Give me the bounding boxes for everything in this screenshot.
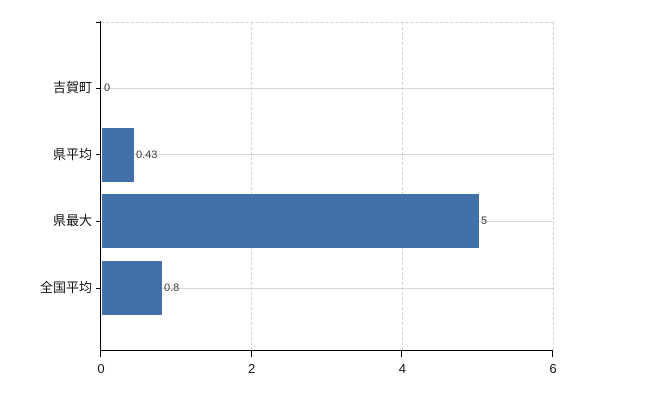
category-label: 県最大 (52, 213, 92, 228)
y-axis-line (100, 21, 101, 350)
bar-value-label: 0 (104, 82, 111, 94)
plot-border-top (101, 21, 553, 23)
y-tick (96, 87, 101, 89)
v-gridline (401, 22, 403, 350)
h-gridline (101, 87, 553, 89)
y-axis-end-tick (96, 21, 101, 23)
h-gridline (101, 154, 553, 156)
x-tick-label: 2 (248, 361, 256, 376)
x-tick (100, 351, 101, 357)
y-tick (96, 220, 101, 222)
x-tick (552, 351, 553, 357)
y-tick (96, 154, 101, 156)
bar-value-label: 5 (481, 215, 488, 227)
x-tick (250, 351, 252, 357)
x-tick-label: 4 (398, 361, 406, 376)
bar-value-label: 0.43 (136, 149, 158, 161)
y-tick (96, 287, 101, 289)
x-tick-label: 0 (97, 361, 105, 376)
x-tick-label: 6 (549, 361, 557, 376)
x-tick (401, 351, 403, 357)
category-label: 全国平均 (39, 280, 92, 295)
bar-value-label: 0.8 (164, 282, 180, 294)
h-gridline (101, 287, 553, 289)
plot-border-right (552, 22, 554, 350)
bar (102, 194, 479, 248)
x-axis-line (100, 350, 553, 351)
category-label: 吉賀町 (52, 80, 92, 95)
bar (102, 128, 134, 182)
category-label: 県平均 (52, 147, 92, 162)
v-gridline (251, 22, 253, 350)
bar (102, 261, 162, 315)
